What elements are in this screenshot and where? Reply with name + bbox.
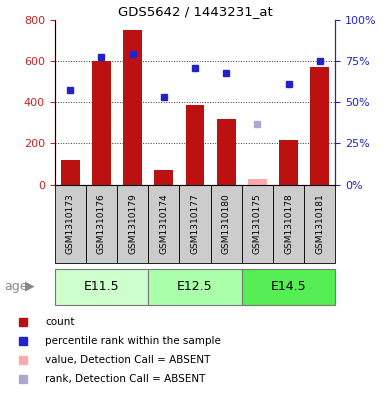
Bar [61,160,80,185]
Text: GSM1310174: GSM1310174 [159,194,168,254]
Text: age: age [4,279,27,293]
Text: GSM1310173: GSM1310173 [66,194,75,254]
Bar [92,61,111,185]
Bar [304,185,335,263]
Bar [310,67,329,185]
Text: rank, Detection Call = ABSENT: rank, Detection Call = ABSENT [45,374,206,384]
Text: GSM1310177: GSM1310177 [190,194,200,254]
Text: GSM1310178: GSM1310178 [284,194,293,254]
Text: E11.5: E11.5 [83,279,119,293]
Text: count: count [45,317,75,327]
Text: E14.5: E14.5 [271,279,307,293]
Title: GDS5642 / 1443231_at: GDS5642 / 1443231_at [118,6,272,18]
Text: percentile rank within the sample: percentile rank within the sample [45,336,221,346]
Text: GSM1310180: GSM1310180 [222,194,231,254]
Text: ▶: ▶ [25,279,35,293]
Bar [273,185,304,263]
Text: GSM1310179: GSM1310179 [128,194,137,254]
Text: value, Detection Call = ABSENT: value, Detection Call = ABSENT [45,355,211,365]
Text: GSM1310175: GSM1310175 [253,194,262,254]
Bar [179,185,211,263]
Text: GSM1310181: GSM1310181 [315,194,324,254]
Bar [86,185,117,263]
Bar [211,185,242,263]
Bar [55,185,86,263]
Bar [279,140,298,185]
Bar [248,178,267,185]
Bar [154,170,173,185]
Bar [217,119,236,185]
Bar [117,185,148,263]
Bar [186,105,204,185]
Bar [242,269,335,305]
Bar [148,269,242,305]
Bar [55,269,148,305]
Text: GSM1310176: GSM1310176 [97,194,106,254]
Bar [148,185,179,263]
Bar [123,30,142,185]
Bar [242,185,273,263]
Text: E12.5: E12.5 [177,279,213,293]
